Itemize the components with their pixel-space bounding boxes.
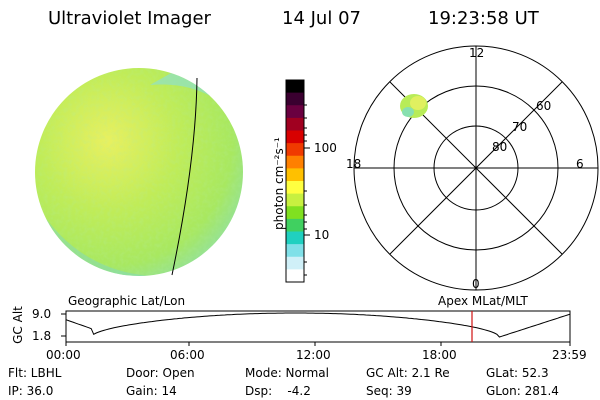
altitude-chart	[65, 312, 571, 338]
image-date: 14 Jul 07	[282, 8, 361, 29]
status-filter: Flt: LBHL	[8, 366, 62, 380]
clock-label-6: 6	[576, 157, 584, 171]
altitude-chart-ticks	[61, 313, 571, 346]
colorbar-frame	[285, 79, 305, 283]
ring-label-80: 80	[492, 140, 508, 154]
x-tick-0600: 06:00	[170, 348, 205, 362]
colorbar-segment	[286, 168, 304, 182]
status-mode: Mode: Normal	[245, 366, 329, 380]
colorbar-label: photon cm⁻²s⁻¹	[272, 137, 286, 230]
colorbar-segment	[286, 218, 304, 232]
x-tick-0000: 00:00	[46, 348, 81, 362]
altitude-curve	[65, 312, 571, 338]
x-tick-1800: 18:00	[422, 348, 457, 362]
status-gain: Gain: 14	[126, 384, 177, 398]
auroral-blob	[400, 94, 428, 118]
colorbar-tick-10: 10	[314, 228, 330, 242]
colorbar-segment	[286, 193, 304, 207]
colorbar-segment	[286, 244, 304, 258]
colorbar-segment	[286, 181, 304, 195]
image-time: 19:23:58 UT	[428, 8, 539, 29]
colorbar-segment	[286, 92, 304, 106]
polar-plot	[353, 45, 599, 291]
imager-title: Ultraviolet Imager	[48, 8, 211, 29]
status-door: Door: Open	[126, 366, 195, 380]
status-glon: GLon: 281.4	[486, 384, 559, 398]
colorbar-segment	[286, 117, 304, 131]
y-tick-9: 9.0	[32, 307, 52, 321]
y-tick-1-8: 1.8	[32, 329, 52, 343]
colorbar-segment	[286, 269, 304, 283]
colorbar-segment	[286, 231, 304, 245]
status-gc-alt: GC Alt: 2.1 Re	[366, 366, 450, 380]
terminator-line	[171, 77, 198, 276]
ring-label-60: 60	[536, 99, 552, 113]
colorbar-segment	[286, 256, 304, 270]
status-glat: GLat: 52.3	[486, 366, 549, 380]
geographic-label: Geographic Lat/Lon	[68, 294, 186, 308]
ring-label-70: 70	[512, 120, 528, 134]
colorbar-segment	[286, 206, 304, 220]
colorbar-minor-ticks	[304, 104, 307, 276]
colorbar-tick-100: 100	[314, 141, 337, 155]
clock-label-12: 12	[469, 46, 485, 60]
colorbar-segment	[286, 155, 304, 169]
clock-label-0: 0	[472, 277, 480, 291]
x-tick-2359: 23:59	[552, 348, 587, 362]
status-ip: IP: 36.0	[8, 384, 54, 398]
altitude-ylabel: GC Alt	[11, 306, 25, 344]
colorbar-segment	[286, 105, 304, 119]
status-dsp: Dsp: -4.2	[245, 384, 311, 398]
status-seq: Seq: 39	[366, 384, 412, 398]
colorbar-segment	[286, 130, 304, 144]
colorbar-segment	[286, 143, 304, 157]
earth-disk-image	[35, 68, 243, 276]
altitude-chart-frame	[65, 310, 571, 343]
apex-label: Apex MLat/MLT	[438, 294, 528, 308]
colorbar	[286, 80, 304, 283]
clock-label-18: 18	[346, 157, 362, 171]
x-tick-1200: 12:00	[296, 348, 331, 362]
colorbar-segment	[286, 80, 304, 94]
